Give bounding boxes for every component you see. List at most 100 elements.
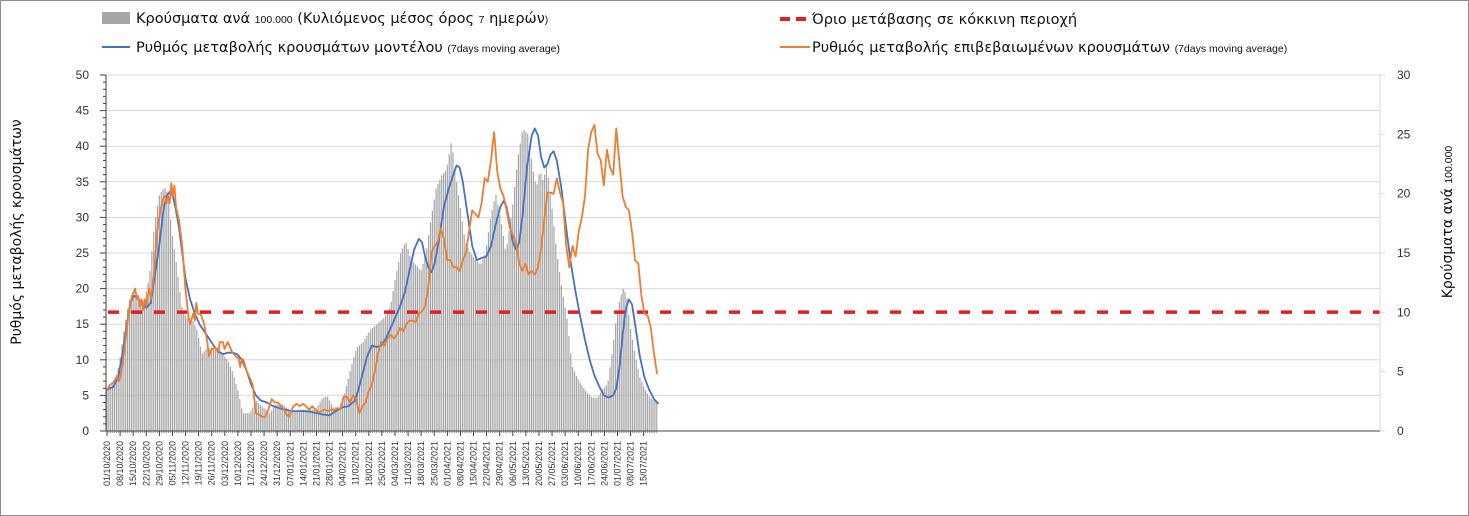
bar [198,337,200,431]
bar [299,410,301,431]
x-tick-label: 19/11/2020 [194,441,204,485]
bar [327,396,329,431]
x-tick-label: 10/06/2021 [573,441,583,486]
bar [517,154,519,432]
bar [227,362,230,431]
bar [261,406,263,431]
bar [575,375,577,431]
bar [368,332,370,431]
bar [616,311,619,431]
x-tick-label: 15/10/2020 [128,441,138,486]
bar [446,164,448,431]
confirmed-line [106,123,658,418]
bar [543,174,546,431]
bar [570,353,572,431]
bar [291,410,293,431]
bar [295,411,297,431]
y-tick-label: 50 [76,68,90,82]
bar [590,396,592,431]
bar [461,221,463,431]
bar [115,374,117,431]
bar [525,131,527,431]
x-tick-label: 20/05/2021 [534,441,544,486]
bar [429,222,432,431]
x-axis-ticks: 01/10/2020 08/10/2020 15/10/2020 22/10/2020… [102,431,658,486]
x-tick-label: 01/04/2021 [442,441,452,486]
bar [407,249,409,431]
bar [646,393,649,431]
bar [252,407,254,431]
bar [390,301,392,431]
bar [224,356,226,431]
bar [650,398,652,431]
bar [411,260,413,431]
bar [248,413,250,431]
x-tick-label: 24/12/2020 [259,441,269,486]
x-tick-label: 03/06/2021 [560,441,570,486]
bar [637,368,639,431]
bar [199,346,202,431]
bar [162,189,164,431]
bar [265,409,267,431]
bar [362,342,364,431]
bar [336,407,338,431]
y-tick-label: 5 [82,388,89,402]
x-tick-label: 26/11/2020 [207,441,217,485]
bar [164,188,166,431]
bar [521,132,523,431]
bar [403,244,405,431]
bar [401,248,404,431]
bar [308,409,310,431]
bar [551,208,553,431]
bar [192,320,194,431]
bar [385,314,387,431]
bar [149,270,151,431]
bar [151,251,153,431]
y-axis-title: Ρυθμός μεταβολής κρουσμάτων [9,119,25,345]
bar [257,403,260,431]
y2-axis-title: Κρούσματα ανά 100.000 [1440,146,1456,299]
bar [237,390,239,431]
bar [573,371,576,431]
bar [304,409,306,431]
bar [338,407,340,431]
bar [220,352,222,431]
bar [125,320,127,431]
bar [270,410,273,431]
y-tick-label: 0 [82,424,89,438]
bar [469,251,471,431]
y-tick-label: 10 [76,353,90,367]
bar [586,393,589,431]
x-tick-label: 18/02/2021 [364,441,374,486]
bar [343,393,346,431]
x-tick-label: 01/10/2020 [102,441,112,486]
model-line [106,127,660,417]
bar [119,357,121,431]
bar [183,311,185,431]
bar [639,377,641,431]
bar [579,382,581,431]
y-tick-label: 25 [76,246,90,260]
bar [598,395,600,431]
bar [633,350,635,431]
bar [212,347,215,431]
bar [134,295,136,431]
bar [179,292,181,431]
y2-tick-label: 15 [1397,246,1411,260]
bar [588,394,591,431]
bar [641,381,643,431]
bar [448,154,450,431]
bar [128,300,131,431]
bar [117,368,119,431]
bar [557,259,559,431]
bar [519,143,521,431]
bar [512,204,514,431]
bar [592,397,594,431]
bar [287,409,289,431]
bar [536,184,538,431]
x-tick-label: 28/01/2021 [325,441,335,486]
x-tick-label: 13/05/2021 [521,441,531,486]
bar [413,262,415,431]
bar [555,243,557,431]
